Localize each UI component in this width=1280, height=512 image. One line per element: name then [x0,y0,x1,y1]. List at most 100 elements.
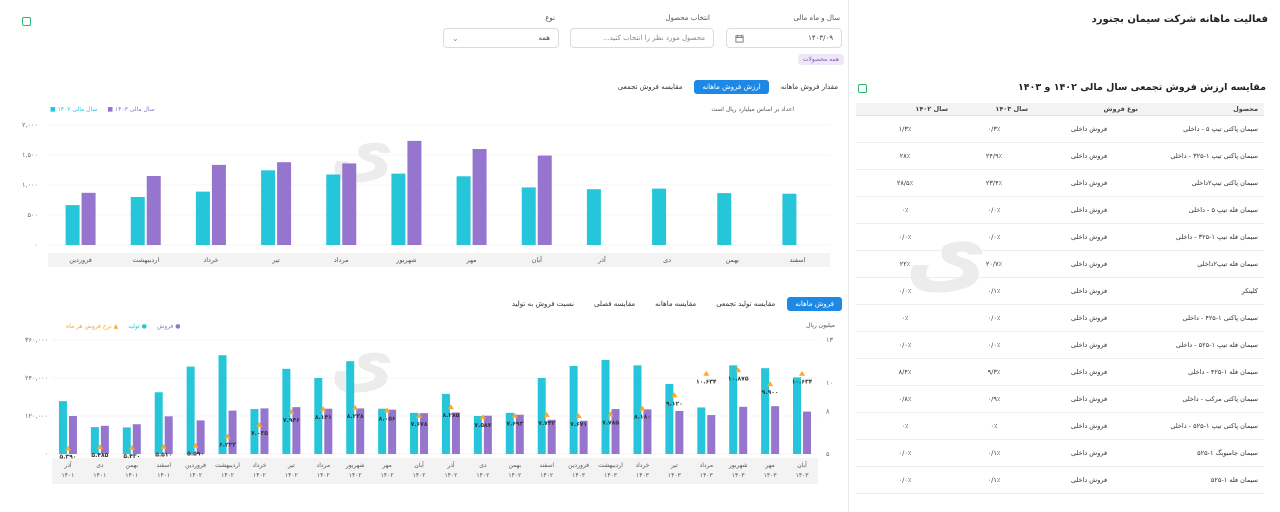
bar-production[interactable] [473,416,482,454]
bar-sales[interactable] [260,408,269,454]
bar-sales[interactable] [420,413,429,454]
bar-1402[interactable] [195,191,210,245]
bar-sales[interactable] [483,415,492,454]
bar-sales[interactable] [100,425,109,454]
sales-rate-marker[interactable] [64,445,71,451]
table-row[interactable]: کلینکر فروش داخلی ۰/۱٪ ۰/۰٪ [856,277,1264,305]
sales-rate-marker[interactable] [224,433,231,439]
bar-production[interactable] [410,412,419,454]
bar-sales[interactable] [643,409,652,454]
sales-rate-marker[interactable] [447,404,454,410]
tab-cumulative-sales[interactable]: مقایسه فروش تجمعی [617,83,683,91]
bar-production[interactable] [697,407,706,454]
bar-production[interactable] [154,392,163,454]
table-row[interactable]: سیمان پاکتی مرکب - داخلی فروش داخلی ۰/۹٪ ۰/… [856,385,1264,413]
sales-rate-marker[interactable] [416,412,423,418]
bar-1402[interactable] [782,193,797,245]
export-icon[interactable] [22,17,31,26]
bar-production[interactable] [601,359,610,454]
bar-sales[interactable] [579,420,588,454]
sales-rate-marker[interactable] [384,407,391,413]
bar-sales[interactable] [196,420,205,454]
header-year-1403[interactable]: سال ۱۴۰۳ [954,103,1034,116]
bar-1402[interactable] [261,170,276,245]
bar-sales[interactable] [515,414,524,454]
tab-seasonal-compare[interactable]: مقایسه فصلی [594,300,636,308]
table-row[interactable]: سیمان فله تیپ۲داخلی فروش داخلی ۲۰/۷٪ ۲۲٪ [856,250,1264,278]
sales-rate-marker[interactable] [703,370,710,376]
bar-sales[interactable] [771,406,780,454]
table-row[interactable]: سیمان فله تیپ ۱-۵۲۵ - داخلی فروش داخلی ۰/۰… [856,331,1264,359]
type-select[interactable]: همه ⌄ [443,28,559,48]
tab-cumulative-production[interactable]: مقایسه تولید تجمعی [716,300,776,308]
bar-sales[interactable] [803,411,812,454]
sales-rate-marker[interactable] [288,409,295,415]
bar-1402[interactable] [391,173,406,245]
legend-1402[interactable]: ■ سال مالی ۱۴۰۲ [50,106,98,113]
bar-production[interactable] [282,368,291,454]
all-products-chip[interactable]: همه محصولات [797,54,844,65]
legend-production[interactable]: ● تولید [128,323,147,330]
bar-sales[interactable] [164,416,173,454]
bar-sales[interactable] [611,409,620,454]
tab-monthly-compare[interactable]: مقایسه ماهانه [655,300,697,308]
header-sale-type[interactable]: نوع فروش [1034,103,1144,116]
bar-1403[interactable] [407,140,422,245]
bar-sales[interactable] [324,408,333,454]
bar-sales[interactable] [451,412,460,454]
sales-rate-marker[interactable] [160,443,167,449]
table-row[interactable]: سیمان پاکتی تیپ ۱-۵۲۵ - داخلی فروش داخلی ۰… [856,412,1264,440]
sales-rate-marker[interactable] [543,411,550,417]
bar-production[interactable] [633,365,642,454]
legend-sales-rate[interactable]: ▲ نرخ فروش هر ماه [66,323,119,330]
bar-production[interactable] [378,408,387,454]
tab-monthly-sales[interactable]: فروش ماهانه [787,297,842,311]
bar-1403[interactable] [537,155,552,245]
bar-production[interactable] [569,365,578,454]
sales-rate-marker[interactable] [511,412,518,418]
tab-monthly-value[interactable]: ارزش فروش ماهانه [694,80,769,94]
bar-sales[interactable] [68,416,77,454]
bar-production[interactable] [441,393,450,454]
sales-rate-marker[interactable] [479,414,486,420]
sales-rate-marker[interactable] [575,412,582,418]
table-row[interactable]: سیمان فله تیپ ۱-۳۲۵ - داخلی فروش داخلی ۰/۰… [856,223,1264,251]
sales-rate-marker[interactable] [799,370,806,376]
legend-1403[interactable]: ■ سال مالی ۱۴۰۳ [107,106,155,113]
sales-rate-marker[interactable] [192,442,199,448]
bar-1403[interactable] [146,176,161,245]
header-year-1402[interactable]: سال ۱۴۰۲ [856,103,954,116]
bar-sales[interactable] [739,406,748,454]
sales-rate-marker[interactable] [96,444,103,450]
tab-monthly-quantity[interactable]: مقدار فروش ماهانه [780,83,838,91]
bar-production[interactable] [186,366,195,454]
bar-production[interactable] [505,412,514,454]
sales-rate-marker[interactable] [352,404,359,410]
bar-sales[interactable] [228,410,237,454]
bar-1403[interactable] [472,149,487,245]
bar-sales[interactable] [675,410,684,454]
table-row[interactable]: سیمان پاکتی تیپ۲داخلی فروش داخلی ۲۳/۴٪ ۲۸/۵… [856,169,1264,197]
table-row[interactable]: سیمان پاکتی تیپ ۵ - داخلی فروش داخلی ۰/۳٪ ۱… [856,115,1264,143]
export-icon[interactable] [858,84,867,93]
sales-rate-marker[interactable] [639,405,646,411]
bar-production[interactable] [58,401,67,454]
bar-production[interactable] [90,427,99,454]
sales-rate-marker[interactable] [735,367,742,373]
bar-1402[interactable] [456,176,471,245]
bar-1403[interactable] [81,192,96,245]
bar-1402[interactable] [521,187,536,245]
bar-1402[interactable] [586,189,601,245]
bar-sales[interactable] [356,408,365,454]
bar-production[interactable] [314,378,323,454]
sales-rate-marker[interactable] [256,422,263,428]
table-row[interactable]: سیمان پاکتی تیپ ۱-۳۲۵ - داخلی فروش داخلی ۲… [856,142,1264,170]
bar-production[interactable] [665,384,674,454]
product-select[interactable]: محصول مورد نظر را انتخاب کنید... [570,28,714,48]
bar-1402[interactable] [65,205,80,245]
bar-production[interactable] [122,427,131,454]
sales-rate-marker[interactable] [128,444,135,450]
bar-production[interactable] [793,377,802,454]
bar-production[interactable] [346,361,355,454]
bar-1403[interactable] [211,164,226,245]
